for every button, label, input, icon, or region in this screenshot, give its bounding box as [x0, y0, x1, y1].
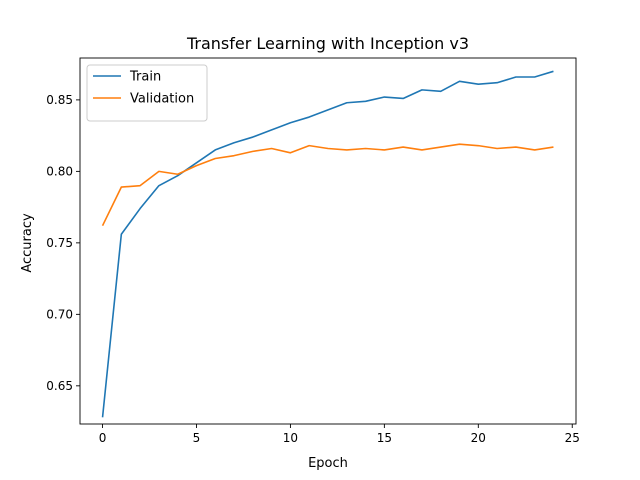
series-layer [101, 70, 554, 418]
y-axis-label: Accuracy [20, 213, 35, 273]
series-line-train [101, 70, 554, 418]
x-tick-label: 15 [377, 431, 392, 445]
y-tick-label: 0.80 [46, 164, 73, 178]
legend-label-train: Train [129, 70, 161, 85]
y-tick-label: 0.85 [46, 93, 73, 107]
y-tick-label: 0.70 [46, 307, 73, 321]
series-line-validation [101, 143, 554, 227]
x-tick-label: 10 [283, 431, 298, 445]
legend-box [86, 64, 208, 122]
x-tick-label: 5 [193, 431, 201, 445]
legend: Train Validation [86, 64, 208, 122]
y-tick-label: 0.65 [46, 379, 73, 393]
plot-frame [79, 57, 577, 425]
y-tick-label: 0.75 [46, 236, 73, 250]
legend-label-validation: Validation [130, 92, 194, 107]
x-tick-label: 20 [471, 431, 486, 445]
axes-layer: 0 5 10 15 20 25 0.65 0.70 0.75 0.80 0.85 [46, 57, 580, 445]
chart-title: Transfer Learning with Inception v3 [186, 34, 469, 53]
x-tick-label: 0 [99, 431, 107, 445]
x-tick-label: 25 [565, 431, 580, 445]
x-axis-label: Epoch [308, 456, 348, 471]
